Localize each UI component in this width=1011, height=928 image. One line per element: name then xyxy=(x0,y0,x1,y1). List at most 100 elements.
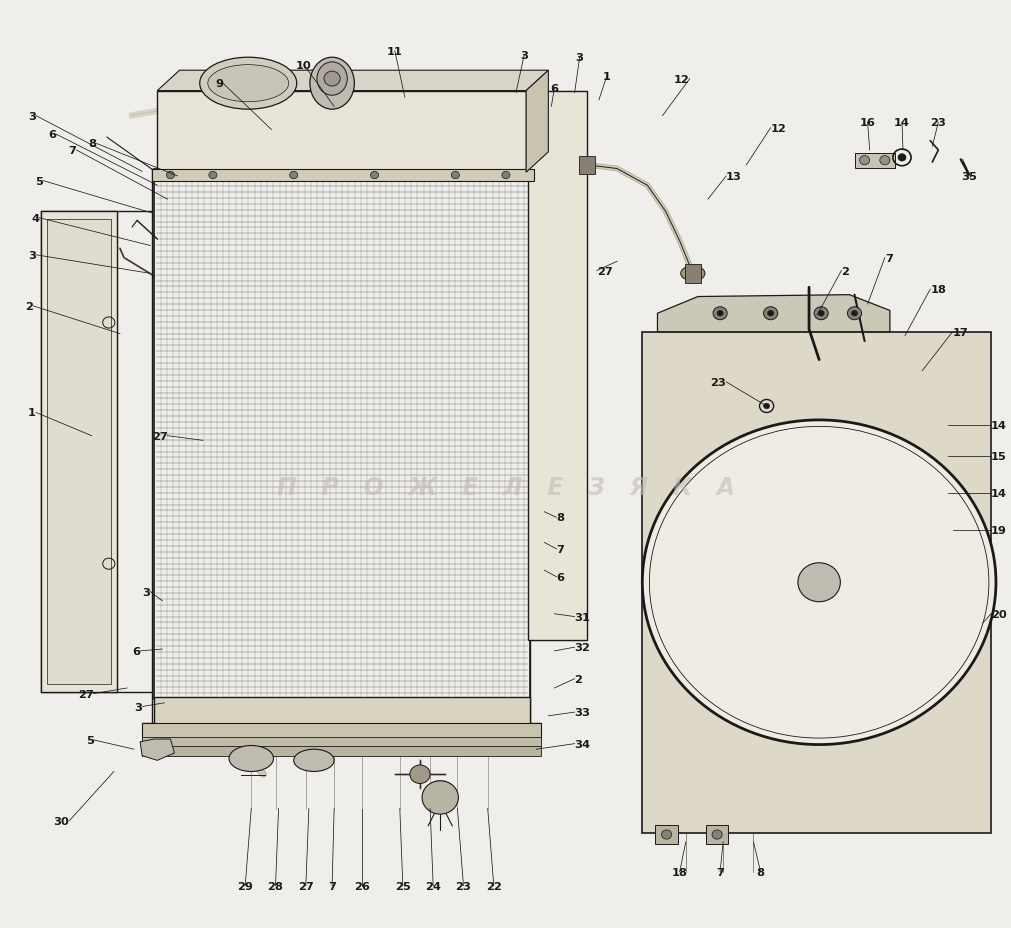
Ellipse shape xyxy=(199,58,296,110)
Text: 4: 4 xyxy=(31,213,39,224)
Text: 22: 22 xyxy=(485,881,501,891)
Bar xyxy=(152,170,534,181)
Text: 11: 11 xyxy=(386,46,402,57)
Text: 1: 1 xyxy=(603,71,611,82)
Text: 8: 8 xyxy=(756,867,763,877)
Circle shape xyxy=(166,172,174,179)
Text: 28: 28 xyxy=(267,881,283,891)
Text: 20: 20 xyxy=(990,609,1006,619)
Circle shape xyxy=(324,72,340,87)
Ellipse shape xyxy=(309,58,354,110)
Bar xyxy=(154,698,530,728)
Ellipse shape xyxy=(316,63,347,97)
Circle shape xyxy=(797,563,839,602)
Circle shape xyxy=(879,156,889,165)
Bar xyxy=(41,212,117,692)
Text: 7: 7 xyxy=(69,146,77,156)
Text: 27: 27 xyxy=(297,881,313,891)
Text: 10: 10 xyxy=(295,60,311,71)
Bar xyxy=(655,825,677,844)
Text: 23: 23 xyxy=(455,881,471,891)
Text: 15: 15 xyxy=(990,452,1006,461)
Bar xyxy=(142,738,541,749)
Text: 27: 27 xyxy=(78,689,94,699)
Circle shape xyxy=(409,766,430,783)
Text: 7: 7 xyxy=(884,253,892,264)
Text: 14: 14 xyxy=(990,420,1006,430)
Text: 30: 30 xyxy=(54,816,70,826)
Text: 2: 2 xyxy=(574,674,582,684)
Text: 6: 6 xyxy=(49,130,57,140)
Ellipse shape xyxy=(680,266,705,281)
Text: 7: 7 xyxy=(556,544,564,554)
Text: 3: 3 xyxy=(28,251,36,261)
Text: 26: 26 xyxy=(354,881,370,891)
Text: 12: 12 xyxy=(673,74,690,84)
Circle shape xyxy=(858,156,868,165)
Ellipse shape xyxy=(228,746,273,772)
Text: 16: 16 xyxy=(859,118,875,128)
Ellipse shape xyxy=(207,66,288,103)
Circle shape xyxy=(501,172,510,179)
Bar xyxy=(528,92,586,640)
Circle shape xyxy=(370,172,378,179)
Circle shape xyxy=(767,311,772,316)
Text: 3: 3 xyxy=(575,53,583,63)
Circle shape xyxy=(817,311,823,316)
Text: 18: 18 xyxy=(671,867,686,877)
Text: 3: 3 xyxy=(143,586,150,597)
Bar xyxy=(706,825,728,844)
Text: 31: 31 xyxy=(574,612,589,622)
Circle shape xyxy=(717,311,723,316)
Circle shape xyxy=(813,307,827,320)
Bar xyxy=(48,219,111,685)
Text: 23: 23 xyxy=(710,378,726,388)
Circle shape xyxy=(642,420,995,745)
Text: 8: 8 xyxy=(556,513,564,522)
Text: 3: 3 xyxy=(520,51,528,61)
Text: 7: 7 xyxy=(716,867,723,877)
Circle shape xyxy=(451,172,459,179)
Bar xyxy=(142,747,541,756)
Bar xyxy=(157,92,526,173)
Text: 29: 29 xyxy=(237,881,253,891)
Circle shape xyxy=(661,830,671,839)
Bar xyxy=(154,169,530,700)
Text: 6: 6 xyxy=(132,646,140,656)
Text: 9: 9 xyxy=(214,79,222,89)
Text: 27: 27 xyxy=(152,432,167,441)
Circle shape xyxy=(763,404,768,409)
Ellipse shape xyxy=(293,750,334,772)
Circle shape xyxy=(713,307,727,320)
Text: 1: 1 xyxy=(28,408,36,418)
Circle shape xyxy=(712,830,722,839)
Circle shape xyxy=(850,311,856,316)
Text: 3: 3 xyxy=(134,702,142,712)
Text: 2: 2 xyxy=(840,266,848,277)
Text: 8: 8 xyxy=(89,139,97,149)
Circle shape xyxy=(897,154,905,161)
Text: 7: 7 xyxy=(328,881,336,891)
Text: 12: 12 xyxy=(769,123,786,134)
Text: П   Р   О   Ж   Е   Л   Е   З   Я   К   А: П Р О Ж Е Л Е З Я К А xyxy=(277,475,734,499)
Circle shape xyxy=(846,307,860,320)
Text: 27: 27 xyxy=(596,266,612,277)
Text: 33: 33 xyxy=(574,707,590,717)
Text: 25: 25 xyxy=(394,881,410,891)
Text: 23: 23 xyxy=(929,118,945,128)
Text: 5: 5 xyxy=(86,735,94,745)
Text: 35: 35 xyxy=(959,172,976,182)
Text: 14: 14 xyxy=(893,118,909,128)
Text: 5: 5 xyxy=(35,176,43,187)
Circle shape xyxy=(208,172,216,179)
Polygon shape xyxy=(526,71,548,173)
Bar xyxy=(684,264,701,283)
Circle shape xyxy=(763,307,776,320)
Text: 17: 17 xyxy=(951,328,968,338)
Text: 6: 6 xyxy=(556,572,564,582)
Polygon shape xyxy=(657,295,889,332)
Circle shape xyxy=(289,172,297,179)
Text: 3: 3 xyxy=(28,111,36,122)
Bar xyxy=(853,154,894,168)
Text: 6: 6 xyxy=(550,84,558,94)
